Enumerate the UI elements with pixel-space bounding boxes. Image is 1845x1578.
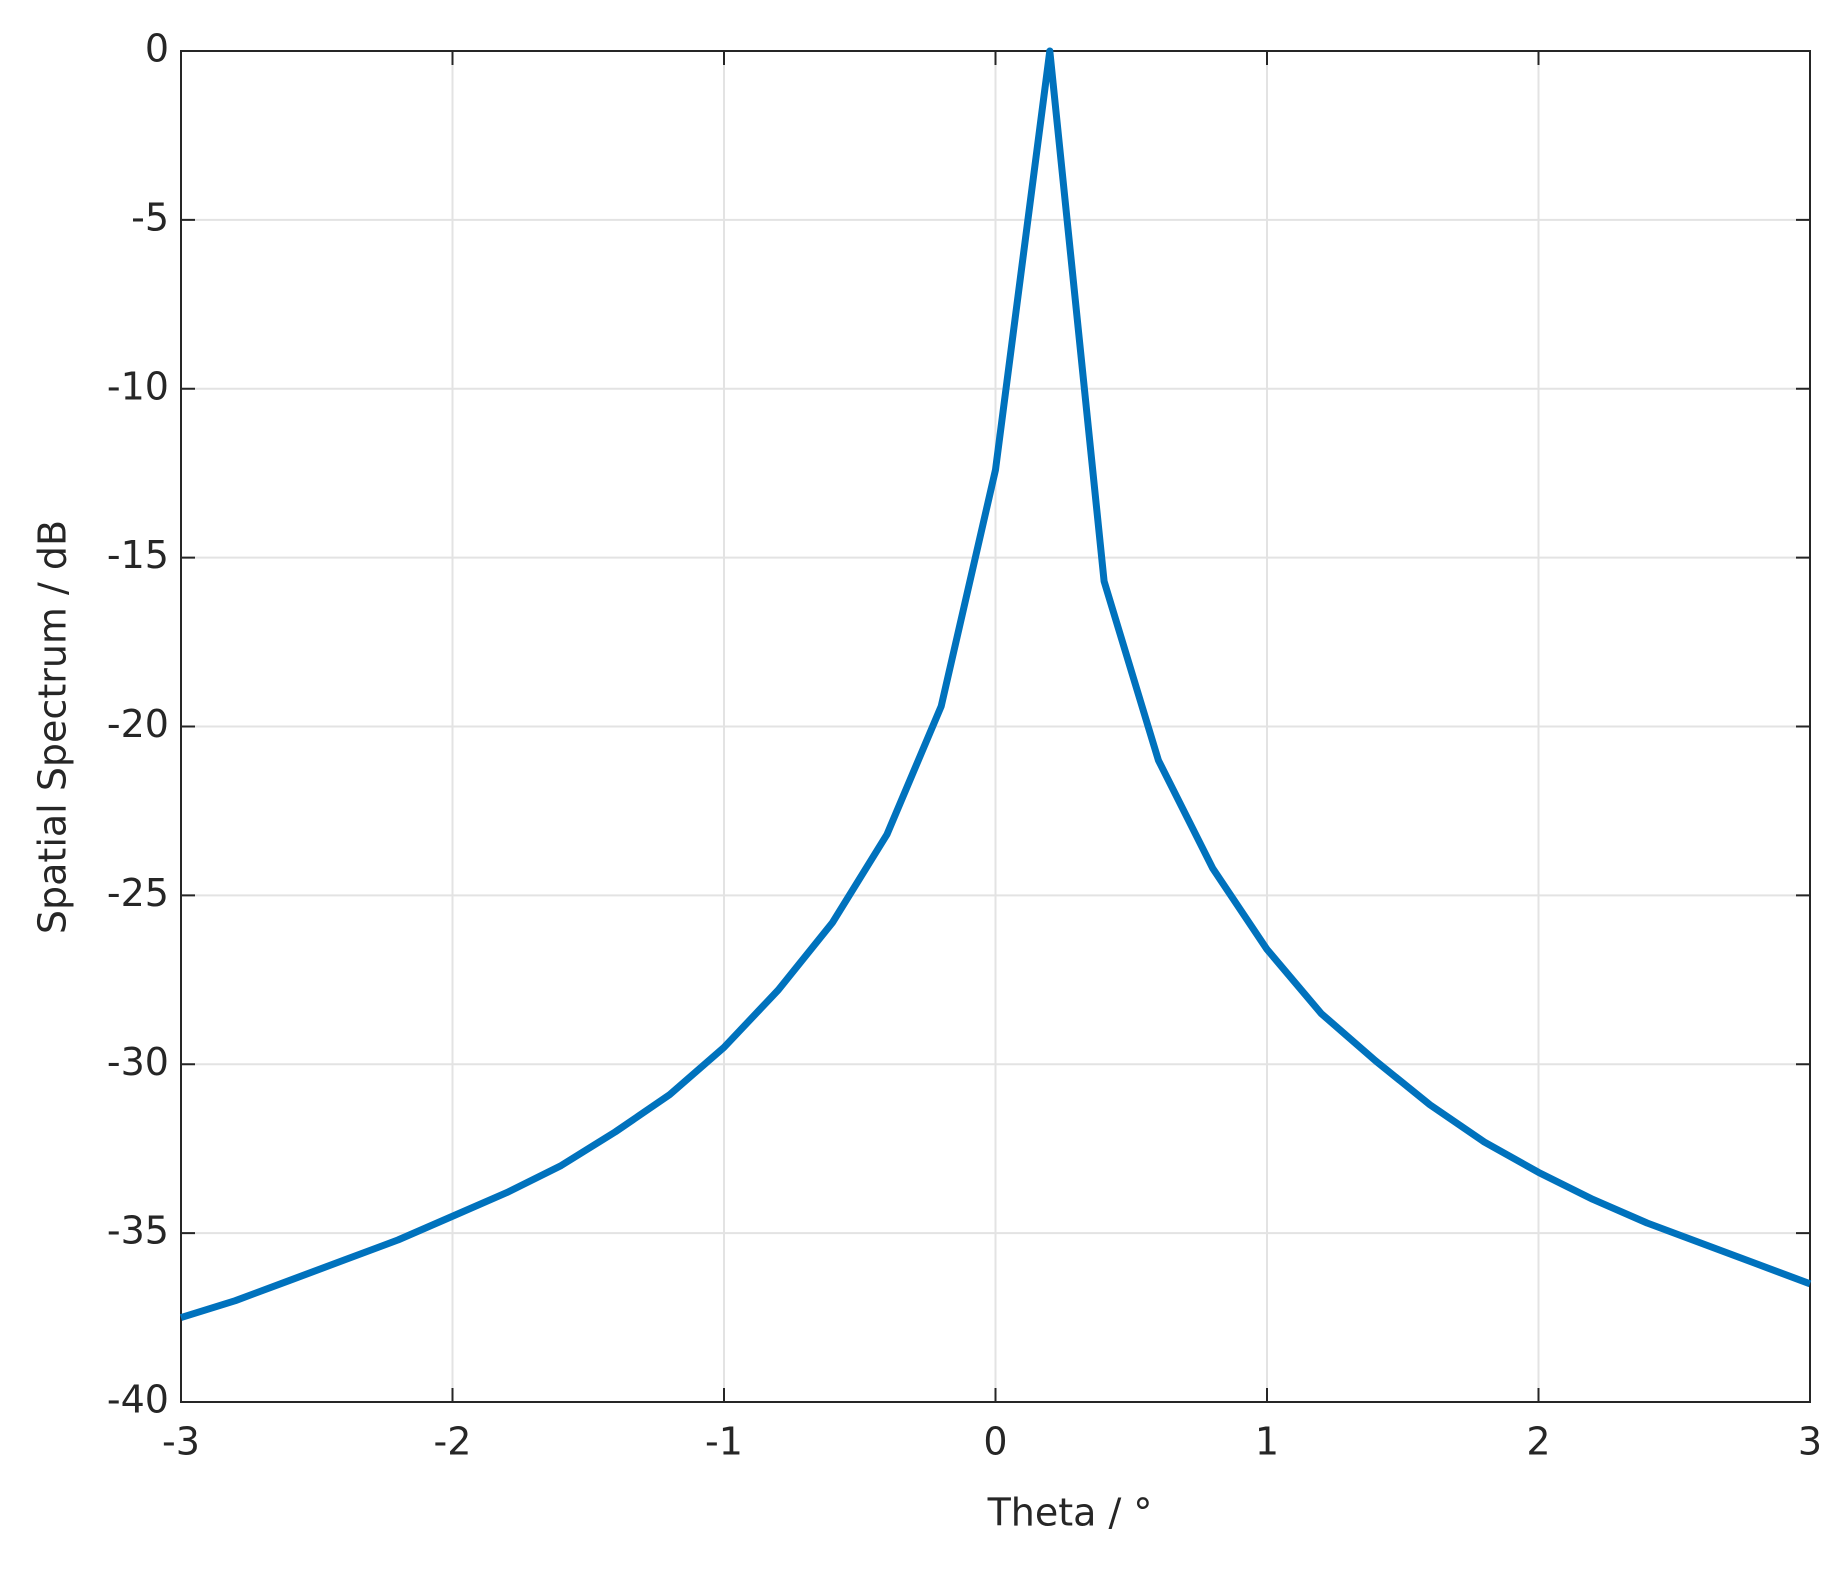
y-tick-label: -20 [107,702,169,746]
y-tick-label: -5 [131,195,169,239]
x-tick-label: -1 [705,1420,743,1464]
y-tick-label: -10 [107,364,169,408]
x-tick-label: -2 [434,1420,472,1464]
x-tick-label: 1 [1255,1420,1279,1464]
plot-frame [180,50,1811,1403]
y-tick-label: -30 [107,1040,169,1084]
y-tick-label: -40 [107,1378,169,1422]
x-tick-label: -3 [162,1420,200,1464]
x-tick-label: 2 [1526,1420,1550,1464]
x-tick-label: 0 [983,1420,1007,1464]
y-tick-label: -25 [107,871,169,915]
data-line [179,47,1812,1321]
y-tick-label: -35 [107,1209,169,1253]
y-tick-label: 0 [145,27,169,71]
x-tick-label: 3 [1798,1420,1822,1464]
y-tick-label: -15 [107,533,169,577]
x-axis-label: Theta / ° [987,1491,1153,1535]
y-axis-label: Spatial Spectrum / dB [31,520,75,934]
